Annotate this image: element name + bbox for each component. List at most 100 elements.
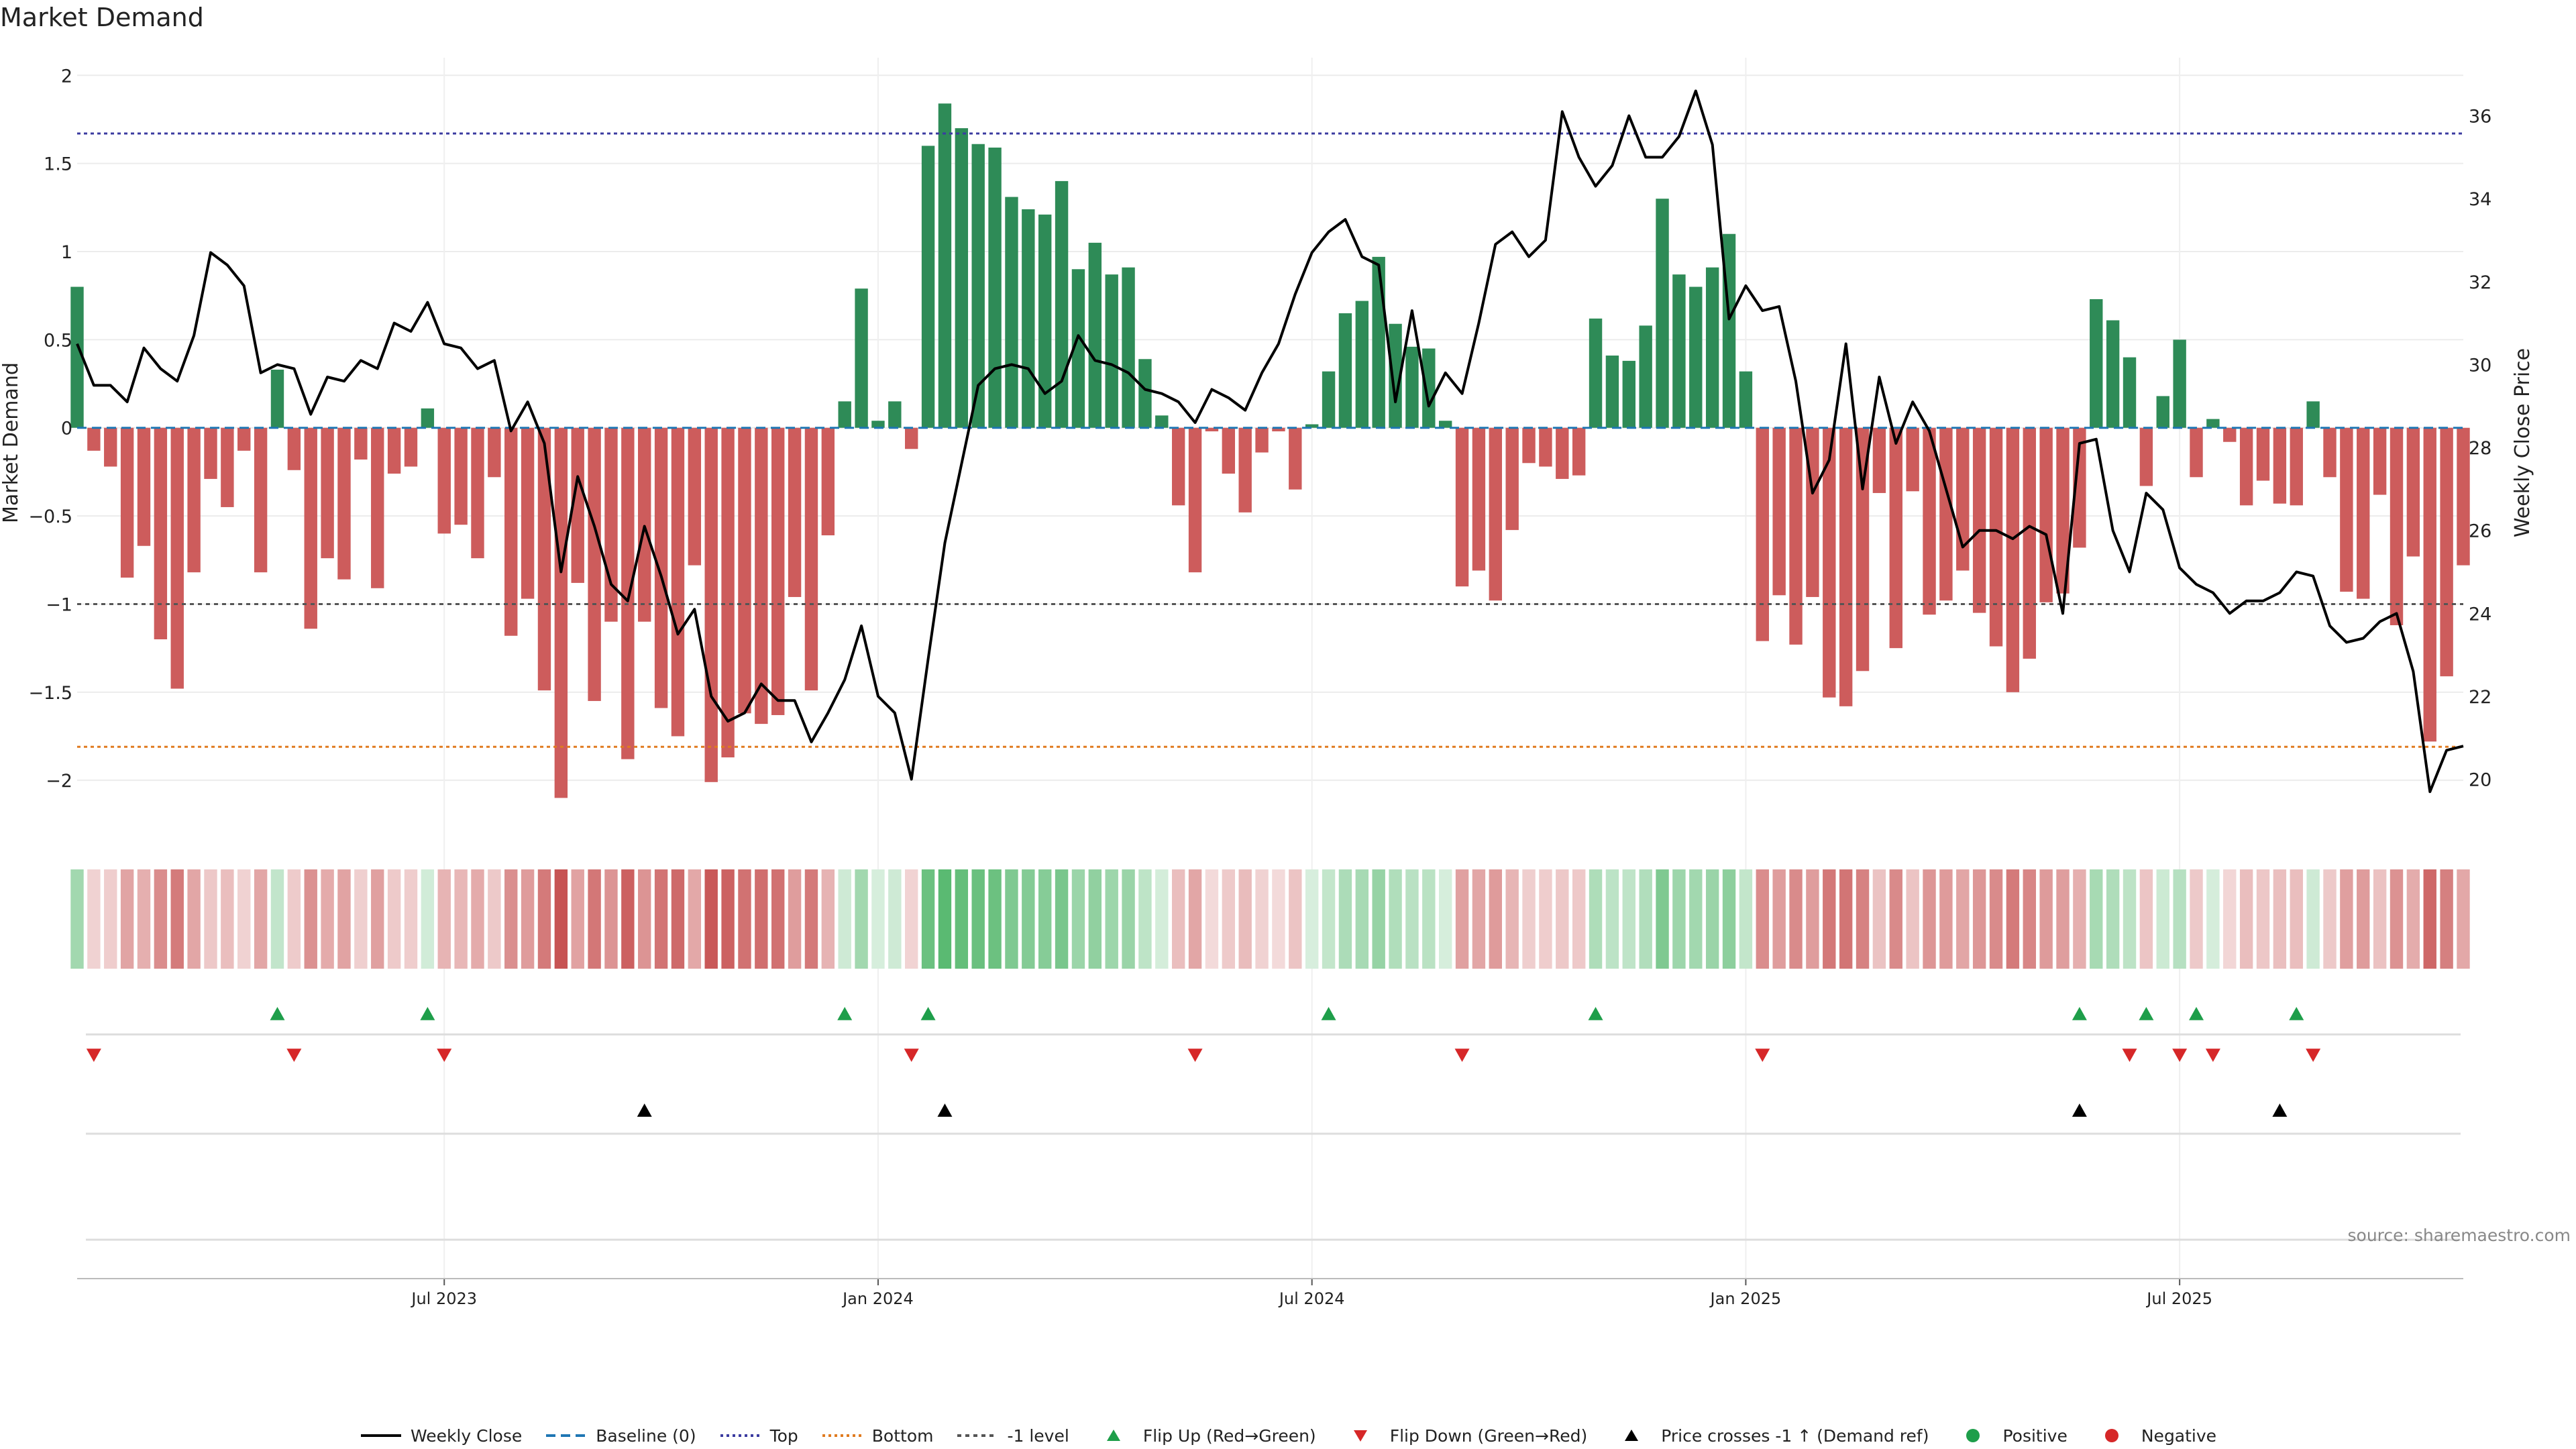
demand-bars <box>70 103 2470 798</box>
flip-down-marker <box>904 1049 919 1062</box>
legend-label: Flip Up (Red→Green) <box>1142 1426 1316 1446</box>
heat-cell <box>1956 869 1970 969</box>
heat-cell <box>1489 869 1503 969</box>
legend-label: Flip Down (Green→Red) <box>1389 1426 1588 1446</box>
demand-bar <box>1906 427 1919 492</box>
y2-tick-label: 34 <box>2469 189 2491 210</box>
demand-bar <box>1438 421 1452 428</box>
flip-up-marker <box>2289 1007 2304 1020</box>
legend-item-weekly-close: Weekly Close <box>360 1426 522 1446</box>
flip-down-marker <box>2306 1049 2321 1062</box>
heat-cell <box>1639 869 1652 969</box>
demand-bar <box>537 427 551 691</box>
heat-cell <box>2173 869 2186 969</box>
demand-bar <box>1939 427 1953 601</box>
heat-cell <box>2357 869 2370 969</box>
demand-bar <box>838 401 851 428</box>
heat-cell <box>2039 869 2053 969</box>
demand-bar <box>2039 427 2053 602</box>
demand-bar <box>254 427 268 573</box>
demand-bar <box>504 427 518 636</box>
demand-bar <box>321 427 334 559</box>
heat-cell <box>571 869 584 969</box>
heat-cell <box>2440 869 2453 969</box>
flip-up-legend-icon <box>1092 1428 1135 1444</box>
demand-bar <box>2123 357 2137 428</box>
heat-cell <box>254 869 268 969</box>
heat-cell <box>855 869 868 969</box>
demand-bar <box>788 427 802 597</box>
heat-cell <box>1155 869 1169 969</box>
demand-bar <box>2357 427 2370 599</box>
demand-bar <box>237 427 251 451</box>
heat-cell <box>1656 869 1669 969</box>
demand-bar <box>1155 415 1169 428</box>
legend-item-baseline: Baseline (0) <box>545 1426 696 1446</box>
heat-cell <box>1722 869 1736 969</box>
heat-strip <box>70 869 2470 969</box>
heat-cell <box>1389 869 1402 969</box>
legend-label: Price crosses -1 ↑ (Demand ref) <box>1661 1426 1929 1446</box>
demand-bar <box>2457 427 2470 566</box>
price-cross-legend-icon <box>1610 1428 1653 1444</box>
heat-cell <box>1372 869 1385 969</box>
heat-cell <box>404 869 418 969</box>
x-tick-label: Jul 2023 <box>410 1289 477 1308</box>
demand-bar <box>1956 427 1970 571</box>
heat-cell <box>804 869 818 969</box>
demand-bar <box>421 408 435 428</box>
demand-bar <box>938 103 952 428</box>
heat-cell <box>2206 869 2220 969</box>
demand-bar <box>488 427 501 478</box>
demand-bar <box>1972 427 1986 613</box>
y-tick-label: 1 <box>61 242 72 263</box>
y2-tick-label: 36 <box>2469 107 2491 127</box>
weekly-close-legend-icon <box>360 1428 402 1444</box>
demand-bar <box>638 427 651 622</box>
heat-cell <box>2073 869 2086 969</box>
flip-down-legend-icon <box>1339 1428 1382 1444</box>
minus-one-level-legend-icon <box>956 1428 999 1444</box>
price-cross-marker <box>937 1104 953 1117</box>
x-tick-label: Jan 2024 <box>841 1289 914 1308</box>
heat-cell <box>1689 869 1703 969</box>
flip-up-marker <box>270 1007 285 1020</box>
legend-label: Baseline (0) <box>596 1426 696 1446</box>
heat-cell <box>621 869 635 969</box>
y2-tick-label: 28 <box>2469 438 2491 459</box>
heat-cell <box>337 869 351 969</box>
page-title: Market Demand <box>0 3 204 32</box>
demand-bar <box>1806 427 1819 597</box>
heat-cell <box>437 869 451 969</box>
demand-bar <box>1005 197 1018 428</box>
heat-cell <box>1405 869 1419 969</box>
heat-cell <box>1105 869 1118 969</box>
demand-bar <box>1105 274 1118 428</box>
heat-cell <box>471 869 484 969</box>
heat-cell <box>2056 869 2070 969</box>
demand-bar <box>154 427 168 639</box>
demand-bar <box>1705 267 1719 428</box>
heat-cell <box>1205 869 1219 969</box>
heat-cell <box>371 869 384 969</box>
demand-bar <box>1455 427 1469 587</box>
y2-tick-label: 30 <box>2469 355 2491 376</box>
demand-bar <box>771 427 785 715</box>
legend-item-flip-up: Flip Up (Red→Green) <box>1092 1426 1316 1446</box>
flip-down-marker <box>2122 1049 2137 1062</box>
demand-bar <box>1672 274 1686 428</box>
price-cross-marker <box>2272 1104 2288 1117</box>
heat-cell <box>1472 869 1486 969</box>
heat-cell <box>1305 869 1319 969</box>
demand-bar <box>1272 427 1285 431</box>
heat-cell <box>704 869 718 969</box>
heat-cell <box>1138 869 1152 969</box>
demand-bar <box>454 427 468 525</box>
heat-cell <box>2290 869 2303 969</box>
heat-cell <box>1438 869 1452 969</box>
heat-cell <box>2239 869 2253 969</box>
demand-bar <box>1188 427 1202 573</box>
y-tick-label: 0.5 <box>44 330 72 351</box>
demand-bar <box>1522 427 1536 464</box>
